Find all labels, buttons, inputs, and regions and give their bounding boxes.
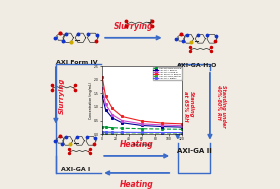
Text: Slurrying: Slurrying [114,22,153,31]
Text: AXI-GA II: AXI-GA II [178,148,212,154]
Legend: AXI-GA·H2O pH6.8, AXI-GA I pH6.8, AXI-GA II pH6.8, AXI Form IV pH6.8, AXI-GA·H2O: AXI-GA·H2O pH6.8, AXI-GA I pH6.8, AXI-GA… [153,67,181,80]
Text: +: + [146,18,154,28]
Text: Heating: Heating [119,180,153,189]
Text: Heating: Heating [119,140,153,149]
Text: Standing
at 65% RH: Standing at 65% RH [183,91,193,122]
Y-axis label: Concentration (mg/mL): Concentration (mg/mL) [88,82,93,119]
Text: AXI-GA·H₂O: AXI-GA·H₂O [176,63,217,68]
Text: Standing under
40%-80% RH: Standing under 40%-80% RH [216,85,227,128]
Text: AXI Form IV: AXI Form IV [56,60,97,64]
X-axis label: Time (min): Time (min) [132,143,152,147]
Text: AXI-GA I: AXI-GA I [61,167,90,172]
Text: Slurrying: Slurrying [59,77,65,114]
